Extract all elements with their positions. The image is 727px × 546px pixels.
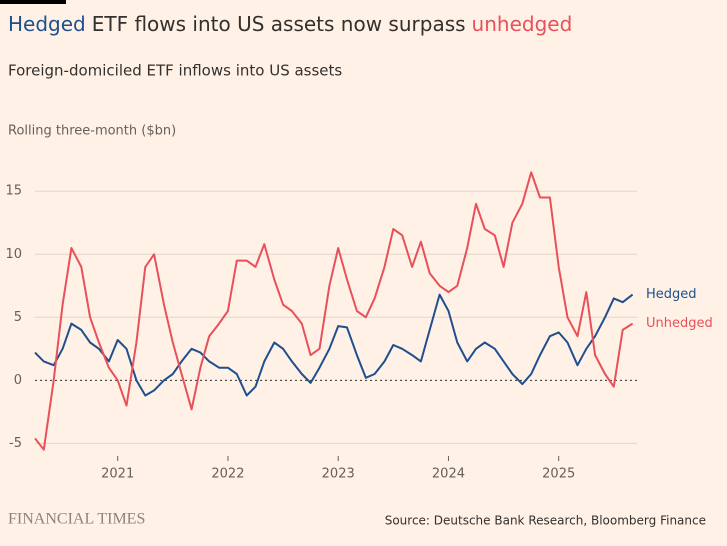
y-tick-label: -5 (9, 436, 22, 451)
y-tick-label: 5 (14, 310, 22, 325)
series-label: Hedged (646, 287, 697, 302)
brand-bar (0, 0, 66, 4)
y-tick-label: 0 (14, 373, 22, 388)
y-axis-label: Rolling three-month ($bn) (8, 124, 176, 139)
series-label: Unhedged (646, 316, 713, 331)
x-tick-label: 2022 (211, 467, 244, 482)
subtitle: Foreign-domiciled ETF inflows into US as… (8, 62, 342, 80)
brand: FINANCIAL TIMES (8, 511, 145, 528)
chart-title: Hedged ETF flows into US assets now surpa… (8, 12, 572, 36)
y-tick-label: 10 (5, 247, 22, 262)
title-hedged: Hedged (8, 12, 86, 36)
x-tick-label: 2025 (542, 467, 575, 482)
series-line (34, 293, 634, 397)
title-middle: ETF flows into US assets now surpass (92, 12, 466, 36)
y-tick-label: 15 (5, 184, 22, 199)
x-tick-label: 2023 (322, 467, 355, 482)
series-line (34, 171, 634, 451)
source: Source: Deutsche Bank Research, Bloomber… (385, 514, 706, 528)
x-tick-label: 2021 (101, 467, 134, 482)
title-unhedged: unhedged (472, 12, 573, 36)
x-tick-label: 2024 (432, 467, 465, 482)
